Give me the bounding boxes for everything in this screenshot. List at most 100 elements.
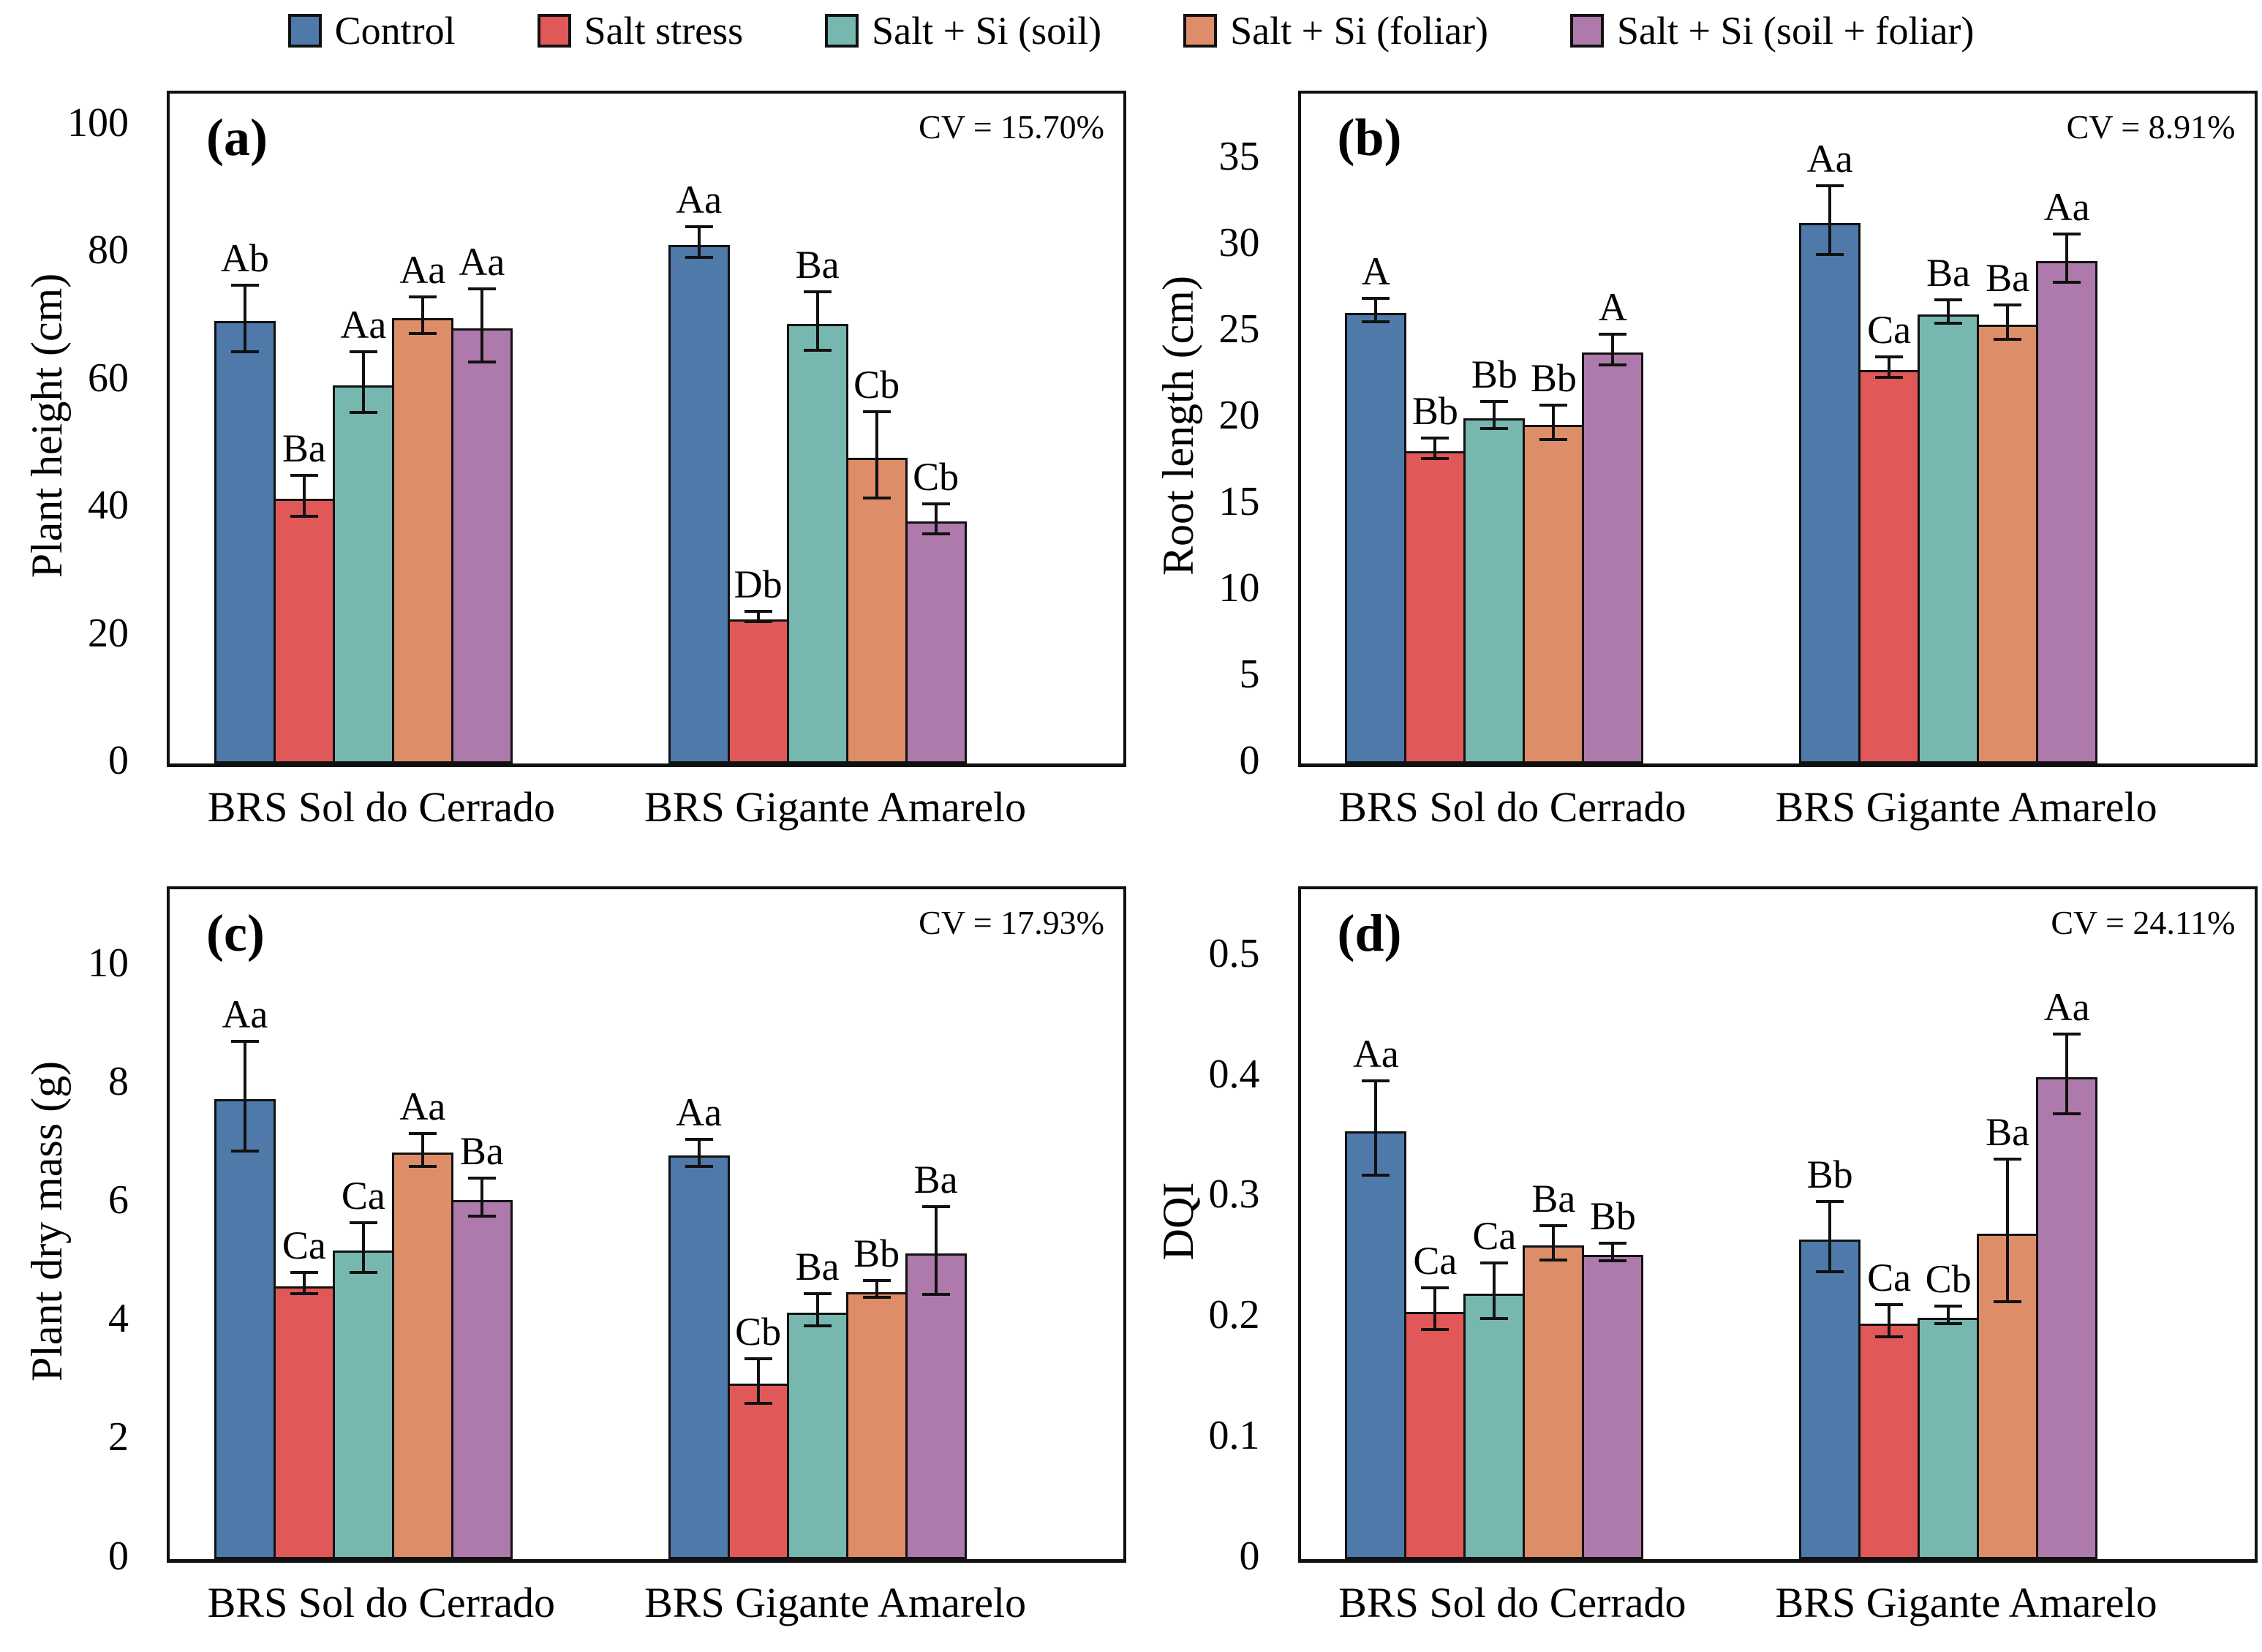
bar-salt-stress-group2 xyxy=(1858,1324,1920,1559)
significance-letter: Ab xyxy=(220,235,269,280)
error-bar xyxy=(1599,333,1627,367)
error-bar-stem xyxy=(934,1207,938,1294)
error-bar-stem xyxy=(421,1134,424,1165)
bar-control-group1 xyxy=(214,1099,276,1559)
error-bar xyxy=(862,1279,891,1300)
significance-letter: Cb xyxy=(735,1310,782,1354)
panel-letter: (a) xyxy=(206,108,268,167)
significance-letter: Cb xyxy=(913,455,960,499)
error-bar-stem xyxy=(421,298,424,332)
y-tick-label: 40 xyxy=(88,483,129,529)
error-bar-stem xyxy=(1828,187,1832,253)
error-bar xyxy=(1539,404,1568,441)
bar-salt-si-soil-group1 xyxy=(1463,1294,1526,1559)
error-bar-stem xyxy=(1611,1245,1615,1260)
legend: Control Salt stress Salt + Si (soil) Salt +… xyxy=(0,0,2262,61)
bar-salt-si-soil-group1 xyxy=(332,1250,394,1559)
error-bar-stem xyxy=(361,1223,365,1272)
error-bar-stem xyxy=(302,1274,306,1292)
error-bar xyxy=(803,290,832,352)
y-tick-label: 8 xyxy=(108,1059,129,1104)
significance-letter: Ba xyxy=(1926,251,1971,295)
significance-letter: Aa xyxy=(399,1084,446,1128)
panel-letter: (c) xyxy=(206,903,265,962)
x-category-label: BRS Gigante Amarelo xyxy=(1775,783,2157,831)
significance-letter: Ba xyxy=(795,1244,840,1289)
error-bar xyxy=(685,225,713,259)
y-tick-label: 0 xyxy=(108,1533,129,1579)
significance-letter: Aa xyxy=(340,303,387,347)
significance-letter: Aa xyxy=(1806,137,1853,181)
legend-swatch-icon xyxy=(1570,14,1605,48)
bar-salt-si-foliar-group2 xyxy=(845,458,908,763)
legend-item-4: Salt + Si (soil + foliar) xyxy=(1570,9,1974,53)
bar-salt-stress-group1 xyxy=(273,498,335,763)
significance-letter: Ca xyxy=(1867,1256,1912,1300)
chart-panel-b: (b) CV = 8.91% A Bb Bb Bb A Aa Ca Ba Ba Aa 0 5 10 15 20 2… xyxy=(1131,61,2262,856)
y-tick-label: 4 xyxy=(108,1296,129,1342)
error-bar-stem xyxy=(697,1141,701,1165)
error-bar xyxy=(408,1131,437,1168)
legend-swatch-icon xyxy=(287,14,322,48)
error-bar-stem xyxy=(1888,1306,1891,1336)
y-tick-label: 60 xyxy=(88,355,129,401)
error-bar xyxy=(1875,1303,1904,1339)
significance-letter: Ba xyxy=(913,1157,958,1202)
bar-salt-stress-group2 xyxy=(727,619,789,763)
significance-letter: Ca xyxy=(341,1173,385,1218)
significance-letter: Aa xyxy=(1352,1032,1399,1076)
y-tick-label: 0.2 xyxy=(1208,1292,1260,1338)
bar-salt-stress-group1 xyxy=(273,1286,335,1559)
error-bar xyxy=(230,1040,259,1153)
error-bar xyxy=(1994,303,2022,341)
error-bar-stem xyxy=(815,1294,819,1325)
error-bar xyxy=(1480,400,1509,431)
error-bar-stem xyxy=(361,353,365,411)
y-tick-label: 5 xyxy=(1239,651,1260,697)
error-bar xyxy=(685,1138,713,1168)
panel-letter: (d) xyxy=(1337,903,1402,962)
bar-salt-si-foliar-group2 xyxy=(1977,325,2039,763)
significance-letter: Cb xyxy=(1925,1257,1972,1302)
significance-letter: Bb xyxy=(1530,356,1577,401)
y-tick-label: 0.4 xyxy=(1208,1051,1260,1097)
error-bar xyxy=(921,1204,950,1297)
error-bar-stem xyxy=(302,476,306,516)
error-bar-stem xyxy=(1493,403,1496,428)
y-tick-label: 20 xyxy=(1218,392,1260,438)
significance-letter: Aa xyxy=(399,248,446,293)
bar-salt-stress-group2 xyxy=(1858,369,1920,763)
y-tick-label: 100 xyxy=(67,99,129,146)
error-bar xyxy=(1599,1242,1627,1263)
bar-salt-si-soil-group2 xyxy=(1918,314,1980,763)
x-category-label: BRS Sol do Cerrado xyxy=(207,1578,556,1626)
error-bar-stem xyxy=(480,1179,483,1215)
panels-grid: (a) CV = 15.70% Ab Ba Aa Aa Aa Aa Db Ba Cb Cb 0 20 40 6… xyxy=(0,61,2262,1652)
error-bar xyxy=(1421,1286,1449,1332)
error-bar-stem xyxy=(1828,1202,1832,1271)
error-bar-stem xyxy=(2065,1035,2069,1113)
bar-salt-si-soil-foliar-group2 xyxy=(905,521,967,763)
bar-salt-stress-group1 xyxy=(1404,450,1466,763)
legend-swatch-icon xyxy=(537,14,571,48)
error-bar-stem xyxy=(1947,1308,1950,1322)
error-bar xyxy=(2053,233,2081,284)
x-category-label: BRS Gigante Amarelo xyxy=(644,783,1027,831)
bar-salt-si-soil-foliar-group2 xyxy=(2036,1076,2098,1559)
cv-annotation: CV = 24.11% xyxy=(2051,903,2236,941)
y-axis-label: Plant height (cm) xyxy=(23,273,71,578)
error-bar xyxy=(1934,1305,1963,1325)
x-category-label: BRS Sol do Cerrado xyxy=(207,783,556,831)
significance-letter: Ba xyxy=(1986,256,2030,301)
bar-salt-si-foliar-group1 xyxy=(1523,1245,1585,1559)
bar-salt-si-soil-group2 xyxy=(786,323,848,763)
error-bar xyxy=(467,1176,496,1218)
error-bar-stem xyxy=(1888,358,1891,376)
bar-salt-si-soil-foliar-group2 xyxy=(2036,261,2098,763)
error-bar xyxy=(1539,1223,1568,1261)
bar-control-group2 xyxy=(668,244,730,763)
error-bar xyxy=(349,1221,377,1275)
error-bar-stem xyxy=(2006,1161,2010,1301)
error-bar xyxy=(744,609,772,624)
